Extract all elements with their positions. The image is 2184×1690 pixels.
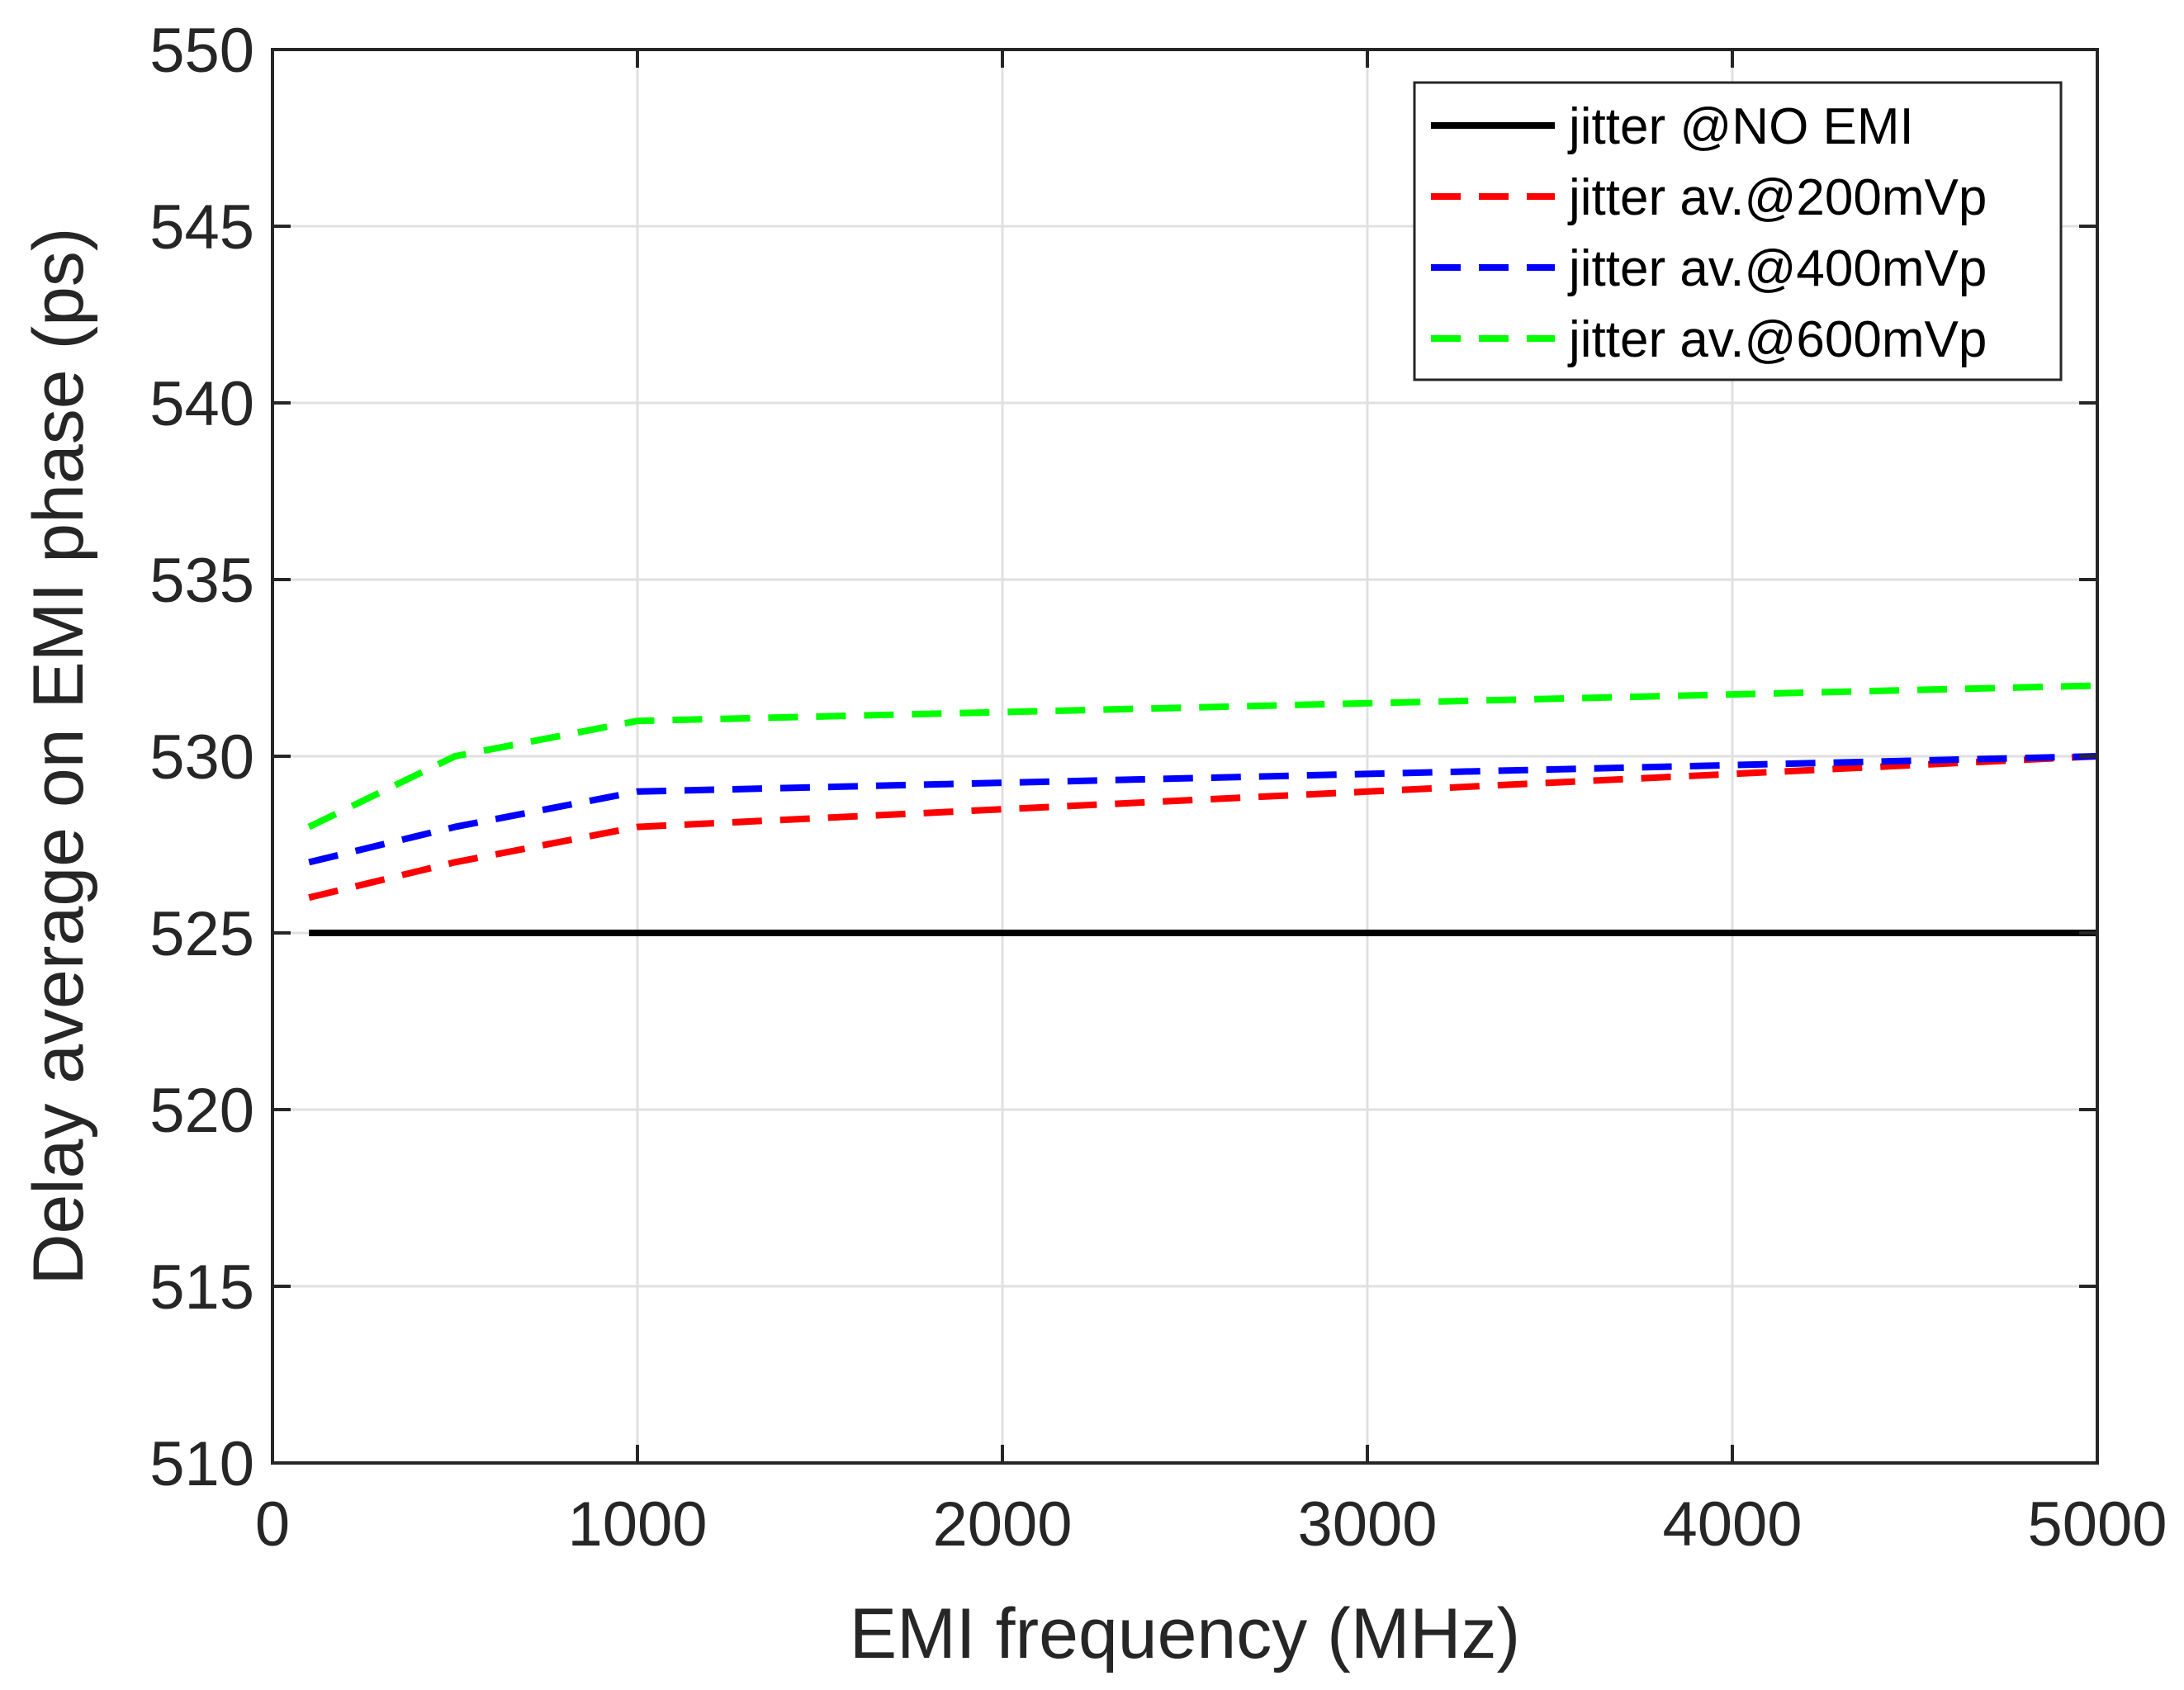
series-line-3 (308, 753, 2098, 866)
legend-box (1413, 81, 2063, 381)
series-lines (307, 682, 2098, 936)
x-axis-title: EMI frequency (MHz) (850, 1594, 1520, 1673)
y-tick-label: 530 (149, 722, 254, 793)
y-tick-label: 535 (149, 546, 254, 616)
x-tick-label: 4000 (1662, 1489, 1802, 1560)
x-tick-label: 5000 (2027, 1489, 2167, 1560)
series-line-4 (307, 682, 2098, 831)
legend-label-3: jitter av.@400mVp (1567, 240, 1987, 297)
y-axis-title: Delay average on EMI phase (ps) (19, 227, 98, 1285)
x-tick-label: 0 (255, 1489, 290, 1560)
legend-label-1: jitter @NO EMI (1567, 98, 1914, 155)
x-tick-label: 2000 (932, 1489, 1072, 1560)
y-tick-label: 510 (149, 1429, 254, 1499)
y-tick-label: 520 (149, 1076, 254, 1146)
y-tick-label: 540 (149, 369, 254, 439)
legend-label-4: jitter av.@600mVp (1567, 311, 1987, 368)
y-tick-label: 545 (149, 192, 254, 263)
y-tick-label: 550 (149, 16, 254, 86)
ticks (271, 48, 2099, 1465)
legend-label-2: jitter av.@200mVp (1567, 169, 1987, 226)
x-tick-label: 1000 (567, 1489, 707, 1560)
series-line-2 (308, 753, 2098, 902)
y-tick-label: 525 (149, 899, 254, 969)
y-tick-label: 515 (149, 1252, 254, 1323)
tick-labels: 0 1000 2000 3000 4000 5000 510 515 520 525 530 535 5… (149, 16, 2167, 1560)
legend: jitter @NO EMI jitter av.@200mVp jitter av… (1413, 81, 2063, 381)
x-tick-label: 3000 (1297, 1489, 1437, 1560)
